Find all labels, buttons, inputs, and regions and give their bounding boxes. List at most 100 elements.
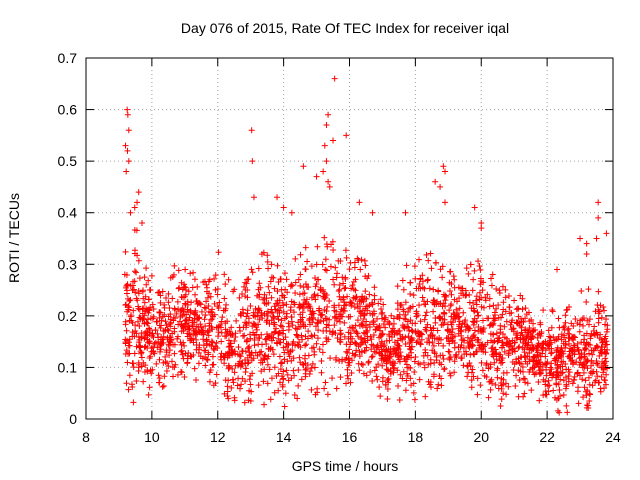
data-point (208, 323, 215, 330)
data-point (464, 373, 471, 380)
data-point (344, 293, 351, 300)
data-point (270, 274, 277, 281)
data-point (179, 312, 186, 319)
data-point (402, 387, 409, 394)
data-point (439, 352, 446, 359)
data-point (308, 263, 315, 270)
data-point (406, 352, 413, 359)
data-point (186, 314, 193, 321)
data-point (274, 288, 281, 295)
data-point (167, 274, 174, 281)
data-point (362, 288, 369, 295)
data-point (475, 258, 482, 265)
data-point (277, 339, 284, 346)
data-point (403, 262, 410, 269)
data-point (354, 333, 361, 340)
data-point (265, 283, 272, 290)
data-point (586, 397, 593, 404)
data-point (277, 304, 284, 311)
data-point (493, 285, 500, 292)
data-point (154, 344, 161, 351)
data-point (319, 341, 326, 348)
data-point (344, 349, 351, 356)
data-point (144, 332, 151, 339)
data-point (214, 345, 221, 352)
data-point (159, 288, 166, 295)
data-point (506, 304, 513, 311)
data-point (558, 370, 565, 377)
data-point (413, 308, 420, 315)
data-point (257, 284, 264, 291)
data-point (450, 273, 457, 280)
data-point (249, 269, 256, 276)
data-point (424, 321, 431, 328)
data-point (448, 313, 455, 320)
data-point (211, 275, 218, 282)
data-point (330, 246, 337, 253)
data-point (125, 386, 132, 393)
data-point (231, 337, 238, 344)
data-point (301, 355, 308, 362)
data-point (267, 396, 274, 403)
data-point (122, 351, 129, 358)
data-point (146, 329, 153, 336)
data-point (488, 321, 495, 328)
data-point (131, 350, 138, 357)
data-point (576, 372, 583, 379)
data-point (260, 378, 267, 385)
data-point (346, 355, 353, 362)
data-point (545, 327, 552, 334)
data-point (136, 306, 143, 313)
data-point (514, 319, 521, 326)
data-point (517, 292, 524, 299)
data-point (141, 344, 148, 351)
data-point (296, 339, 303, 346)
data-point (288, 357, 295, 364)
data-point (399, 277, 406, 284)
data-point (288, 314, 295, 321)
data-point (287, 348, 294, 355)
data-point (461, 351, 468, 358)
data-point (545, 342, 552, 349)
data-point (265, 299, 272, 306)
data-point (426, 285, 433, 292)
data-point (319, 311, 326, 318)
data-point (480, 348, 487, 355)
data-point (440, 356, 447, 363)
data-point (177, 368, 184, 375)
data-point (380, 320, 387, 327)
data-point (367, 368, 374, 375)
data-point (558, 344, 565, 351)
data-point (522, 352, 529, 359)
data-point (336, 357, 343, 364)
data-point (435, 340, 442, 347)
data-point (596, 308, 603, 315)
data-point (245, 359, 252, 366)
data-point (528, 387, 535, 394)
data-point (554, 266, 561, 273)
data-point (491, 309, 498, 316)
data-point (419, 278, 426, 285)
data-point (200, 342, 207, 349)
data-point (124, 147, 131, 154)
data-point (263, 341, 270, 348)
data-point (158, 322, 165, 329)
grid-lines (86, 58, 613, 419)
data-point (363, 344, 370, 351)
data-point (331, 75, 338, 82)
data-point (202, 311, 209, 318)
data-point (426, 339, 433, 346)
data-point (262, 336, 269, 343)
data-point (431, 335, 438, 342)
data-point (224, 318, 231, 325)
data-point (410, 389, 417, 396)
data-point (255, 382, 262, 389)
data-point (402, 334, 409, 341)
data-point (389, 362, 396, 369)
data-point (561, 326, 568, 333)
data-point (449, 326, 456, 333)
data-point (554, 365, 561, 372)
data-point (255, 265, 262, 272)
data-point (500, 390, 507, 397)
data-point (321, 385, 328, 392)
